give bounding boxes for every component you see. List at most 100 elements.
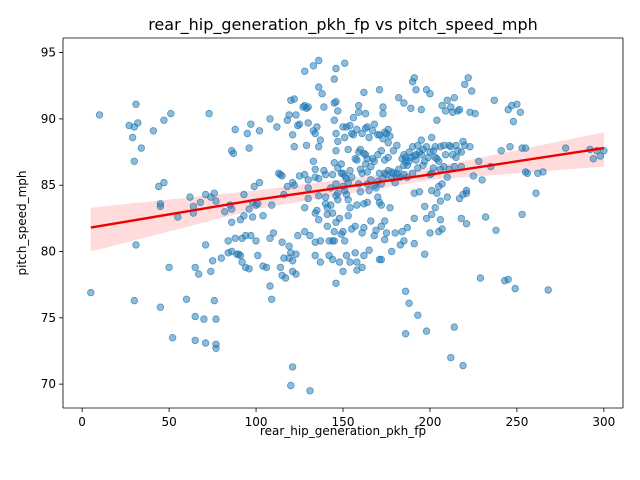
data-point (248, 213, 257, 221)
data-point (269, 229, 278, 237)
data-point (236, 251, 245, 260)
data-point (367, 162, 375, 171)
data-point (254, 200, 262, 208)
data-point (398, 227, 406, 236)
data-point (367, 217, 375, 225)
data-point (412, 156, 420, 164)
data-point (330, 116, 338, 124)
data-point (360, 251, 368, 260)
data-point (304, 184, 312, 192)
data-point (132, 241, 140, 249)
data-point (304, 194, 312, 203)
data-point (344, 211, 352, 220)
data-point (372, 226, 380, 234)
y-axis-label: pitch_speed_mph (15, 170, 29, 275)
data-point (210, 296, 218, 305)
data-point (353, 201, 361, 209)
data-point (227, 218, 236, 226)
data-point (266, 115, 274, 123)
data-point (304, 103, 312, 111)
data-point (220, 207, 229, 216)
y-tick-label: 70 (41, 377, 56, 391)
data-point (318, 89, 326, 98)
data-point (372, 184, 380, 192)
data-point (462, 219, 471, 228)
data-point (208, 257, 217, 265)
data-point (523, 169, 531, 177)
data-point (137, 144, 145, 152)
data-point (441, 107, 450, 115)
data-point (247, 120, 255, 128)
data-point (212, 340, 220, 348)
data-point (278, 172, 286, 180)
data-point (377, 222, 385, 230)
data-point (346, 121, 354, 130)
data-point (245, 205, 253, 213)
data-point (435, 157, 443, 165)
data-point (292, 250, 300, 258)
data-point (285, 242, 293, 250)
data-point (414, 311, 422, 319)
data-point (327, 201, 335, 209)
data-point (134, 119, 142, 127)
x-tick-label: 150 (332, 415, 355, 429)
data-point (471, 109, 479, 118)
data-point (194, 270, 203, 278)
data-point (476, 274, 485, 282)
data-point (363, 123, 371, 131)
data-point (154, 182, 163, 191)
data-point (342, 251, 351, 260)
y-tick-label: 90 (41, 112, 56, 126)
data-point (306, 231, 314, 240)
data-point (217, 254, 225, 262)
data-point (189, 202, 198, 211)
data-point (290, 95, 298, 103)
data-point (353, 156, 361, 164)
x-tick-label: 250 (505, 415, 528, 429)
data-point (356, 188, 365, 196)
data-point (201, 339, 210, 347)
data-point (509, 117, 518, 126)
data-point (358, 263, 366, 272)
data-point (205, 109, 213, 118)
data-point (466, 142, 474, 151)
data-point (407, 104, 415, 112)
data-point (384, 125, 392, 134)
data-point (379, 135, 387, 143)
data-point (341, 59, 349, 67)
data-point (353, 258, 361, 266)
data-point (511, 284, 519, 293)
data-point (363, 168, 371, 176)
y-tick-label: 85 (41, 178, 56, 192)
data-point (321, 170, 330, 179)
data-point (433, 116, 441, 124)
data-point (358, 129, 366, 138)
data-point (252, 237, 260, 245)
data-point (201, 241, 210, 249)
data-point (386, 132, 394, 140)
data-point (436, 215, 445, 224)
data-point (156, 303, 165, 311)
data-point (443, 96, 451, 104)
data-point (321, 193, 330, 201)
data-point (332, 129, 340, 138)
data-point (132, 100, 140, 108)
x-axis-label: rear_hip_generation_pkh_fp (260, 424, 426, 438)
data-point (149, 127, 158, 135)
points-layer (87, 56, 608, 395)
data-point (422, 327, 431, 335)
data-point (415, 188, 424, 196)
data-point (455, 105, 464, 114)
data-point (292, 270, 300, 278)
data-point (330, 227, 338, 236)
data-point (250, 182, 258, 191)
data-point (231, 234, 239, 242)
data-point (287, 381, 295, 390)
data-point (306, 387, 314, 395)
data-point (346, 203, 354, 212)
data-point (330, 158, 338, 167)
data-point (311, 165, 319, 173)
data-point (481, 213, 490, 221)
data-point (349, 131, 358, 139)
